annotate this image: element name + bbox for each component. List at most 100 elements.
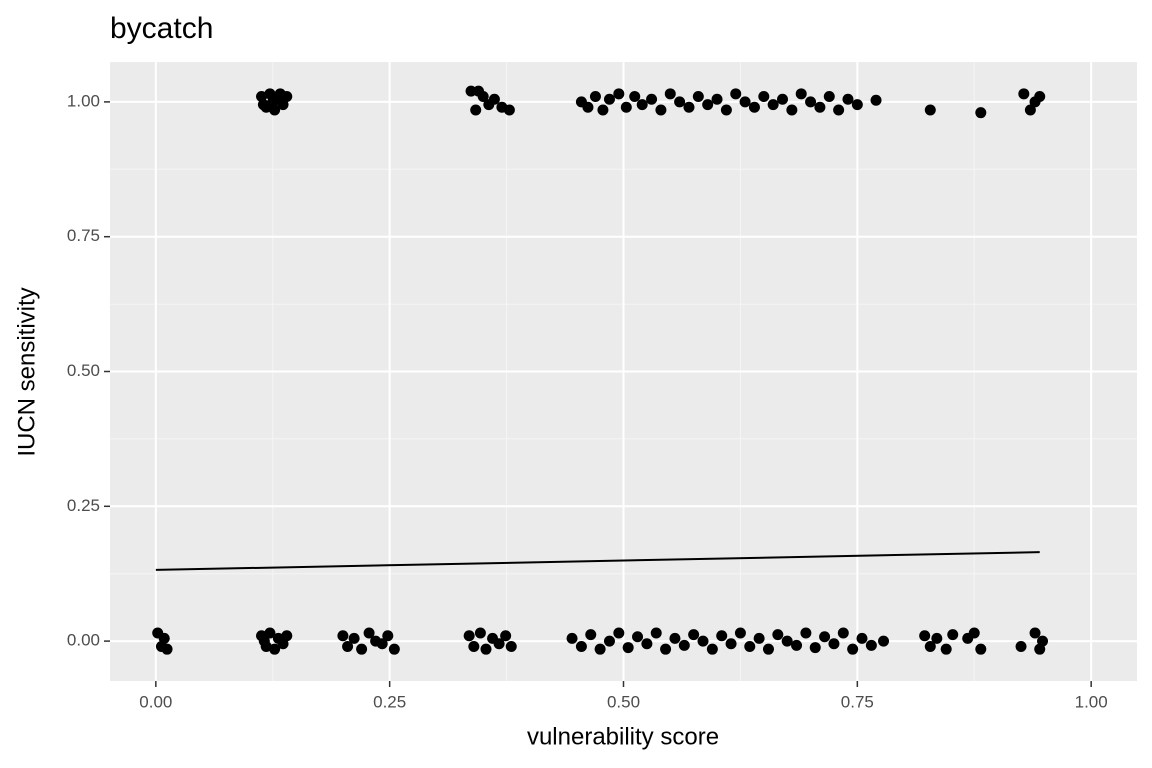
point [678,639,690,651]
point [636,99,648,111]
point [924,104,936,116]
point [269,643,281,655]
point [753,632,765,644]
point [632,631,644,643]
point [1037,635,1049,647]
x-tick-label: 0.25 [373,692,406,711]
point [337,630,349,642]
point [865,639,877,651]
point [257,99,269,111]
point [650,627,662,639]
point [786,104,798,116]
point [720,104,732,116]
point [158,632,170,644]
point [683,101,695,113]
point [851,99,863,111]
point [589,91,601,103]
y-tick-label: 0.50 [67,361,100,380]
point [622,642,634,654]
point [777,93,789,105]
point [620,101,632,113]
point [870,94,882,106]
x-tick-label: 0.75 [841,692,874,711]
point [975,643,987,655]
point [878,635,890,647]
point [655,104,667,116]
point [837,627,849,639]
point [828,638,840,650]
point [856,632,868,644]
point [463,630,475,642]
point [748,101,760,113]
point [725,638,737,650]
point [470,104,482,116]
point [767,99,779,111]
point [734,627,746,639]
point [382,630,394,642]
point [585,629,597,641]
point [669,632,681,644]
point [505,640,517,652]
point [819,631,831,643]
point [795,88,807,100]
point [468,640,480,652]
point [603,93,615,105]
point [575,640,587,652]
point [975,107,987,119]
point [582,101,594,113]
point [493,638,505,650]
point [641,638,653,650]
x-tick-label: 0.00 [139,692,172,711]
point [791,639,803,651]
point [613,88,625,100]
point [947,629,959,641]
point [566,632,578,644]
point [473,85,485,97]
point [674,96,686,108]
point [660,643,672,655]
point [274,88,286,100]
point [692,91,704,103]
point [161,643,173,655]
point [597,104,609,116]
point [805,96,817,108]
point [363,627,375,639]
point [646,93,658,105]
point [968,627,980,639]
point [1034,91,1046,103]
point [488,93,500,105]
point [758,91,770,103]
point [664,88,676,100]
point [931,632,943,644]
point [833,104,845,116]
point [940,643,952,655]
point [603,635,615,647]
point [809,642,821,654]
point [342,640,354,652]
point [356,643,368,655]
point [762,643,774,655]
fit-line [155,551,1040,571]
point [847,643,859,655]
point [613,627,625,639]
y-tick-label: 0.25 [67,496,100,515]
point [711,93,723,105]
point [739,96,751,108]
point [1018,88,1030,100]
point [823,91,835,103]
x-axis-title: vulnerability score [527,723,719,750]
y-axis-title: IUCN sensitivity [13,287,40,456]
point [730,88,742,100]
y-tick-label: 1.00 [67,91,100,110]
point [772,629,784,641]
point [842,93,854,105]
point [376,638,388,650]
point [264,627,276,639]
point [697,635,709,647]
point [1029,627,1041,639]
point [629,91,641,103]
chart-title: bycatch [110,12,213,45]
point [1015,640,1027,652]
y-tick-label: 0.00 [67,631,100,650]
